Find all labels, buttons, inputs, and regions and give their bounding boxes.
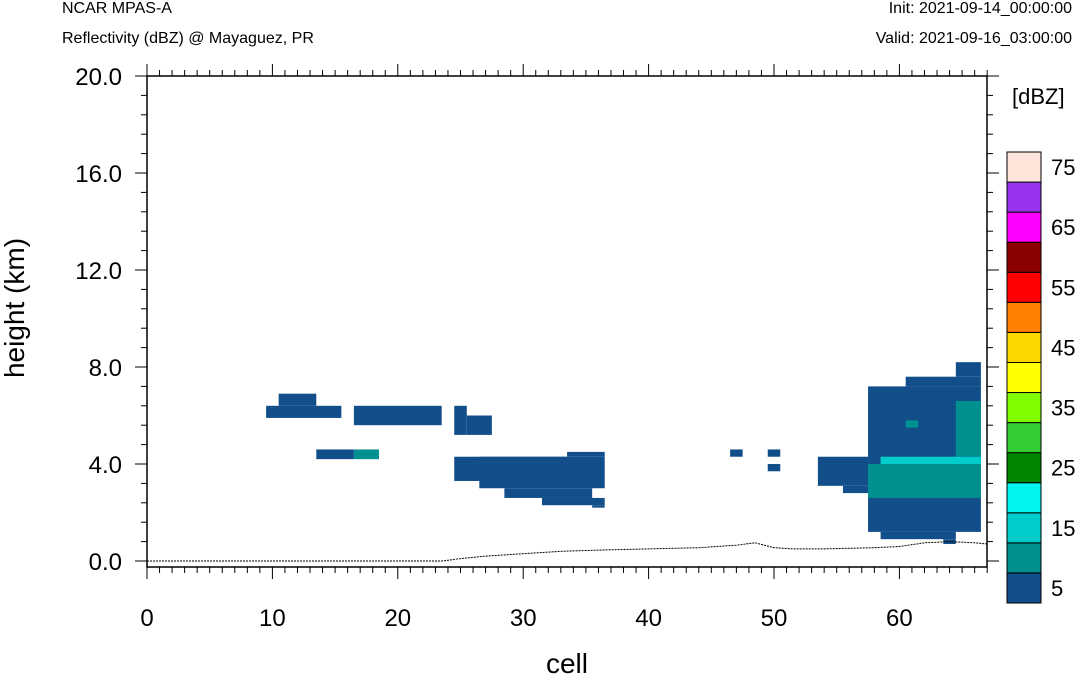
colorbar-swatch [1006, 482, 1042, 514]
colorbar-swatch [1006, 181, 1042, 213]
colorbar-label: 5 [1051, 576, 1063, 601]
reflectivity-cell [567, 451, 605, 457]
reflectivity-cell [316, 449, 354, 460]
colorbar-swatch [1006, 151, 1042, 183]
reflectivity-cell [842, 485, 869, 494]
colorbar-swatch [1006, 241, 1042, 273]
colorbar-swatch [1006, 542, 1042, 574]
y-tick-label: 4.0 [89, 452, 122, 479]
reflectivity-cell [353, 449, 379, 460]
reflectivity-cell [504, 488, 593, 498]
axis-ticks [135, 64, 999, 579]
colorbar-label: 35 [1051, 396, 1075, 421]
colorbar-label: 25 [1051, 456, 1075, 481]
colorbar-label: 75 [1051, 155, 1075, 180]
x-tick-labels: 0 10 20 30 40 50 60 [140, 605, 912, 632]
x-axis-title: cell [546, 648, 588, 677]
colorbar-swatch [1006, 211, 1042, 243]
x-tick-label: 30 [510, 605, 537, 632]
colorbar-swatch [1006, 271, 1042, 303]
reflectivity-cell [592, 505, 605, 508]
reflectivity-cell [454, 405, 467, 435]
x-tick-label: 50 [761, 605, 788, 632]
reflectivity-cell [868, 464, 981, 498]
valid-time: Valid: 2021-09-16_03:00:00 [875, 30, 1072, 47]
terrain-line [147, 541, 988, 562]
y-tick-label: 0.0 [89, 549, 122, 576]
colorbar-swatch [1006, 361, 1042, 394]
y-tick-labels: 0.0 4.0 8.0 12.0 16.0 20.0 [75, 64, 122, 576]
x-tick-label: 10 [259, 605, 286, 632]
colorbar-swatch [1006, 331, 1042, 363]
x-tick-label: 40 [635, 605, 662, 632]
reflectivity-cell [479, 456, 605, 489]
colorbar-swatch [1006, 422, 1042, 454]
reflectivity-cell [767, 464, 781, 472]
y-axis-title: height (km) [0, 238, 30, 378]
reflectivity-cell [955, 400, 981, 457]
colorbar-swatch [1006, 452, 1042, 484]
reflectivity-cell [767, 449, 781, 457]
reflectivity-cell [278, 393, 317, 406]
x-tick-label: 20 [384, 605, 411, 632]
reflectivity-cell [730, 449, 743, 457]
reflectivity-field [266, 362, 981, 545]
y-tick-label: 16.0 [75, 161, 122, 188]
reflectivity-cell [880, 531, 956, 540]
reflectivity-cell [880, 456, 981, 464]
field-subtitle: Reflectivity (dBZ) @ Mayaguez, PR [62, 30, 314, 47]
model-title: NCAR MPAS-A [62, 0, 172, 17]
colorbar-swatch [1006, 512, 1042, 544]
reflectivity-cell [266, 405, 342, 418]
reflectivity-cell [817, 456, 869, 486]
colorbar: 5 15 25 35 45 55 65 75 [1006, 151, 1075, 604]
reflectivity-cell [955, 362, 981, 377]
colorbar-swatch [1006, 572, 1042, 604]
colorbar-swatch [1006, 301, 1042, 333]
reflectivity-cell [542, 497, 605, 506]
reflectivity-cell [905, 376, 981, 387]
reflectivity-cell [466, 415, 492, 435]
colorbar-label: 15 [1051, 516, 1075, 541]
reflectivity-cell [905, 420, 919, 428]
colorbar-label: 55 [1051, 275, 1075, 300]
colorbar-label: 45 [1051, 335, 1075, 360]
x-tick-label: 60 [886, 605, 913, 632]
plot-frame [146, 75, 988, 568]
x-tick-label: 0 [140, 605, 153, 632]
colorbar-swatch [1006, 392, 1042, 424]
y-tick-label: 8.0 [89, 355, 122, 382]
reflectivity-cell [353, 405, 442, 426]
y-tick-label: 12.0 [75, 258, 122, 285]
colorbar-label: 65 [1051, 215, 1075, 240]
colorbar-unit: [dBZ] [1012, 84, 1065, 109]
init-time: Init: 2021-09-14_00:00:00 [888, 0, 1072, 17]
y-tick-label: 20.0 [75, 64, 122, 91]
